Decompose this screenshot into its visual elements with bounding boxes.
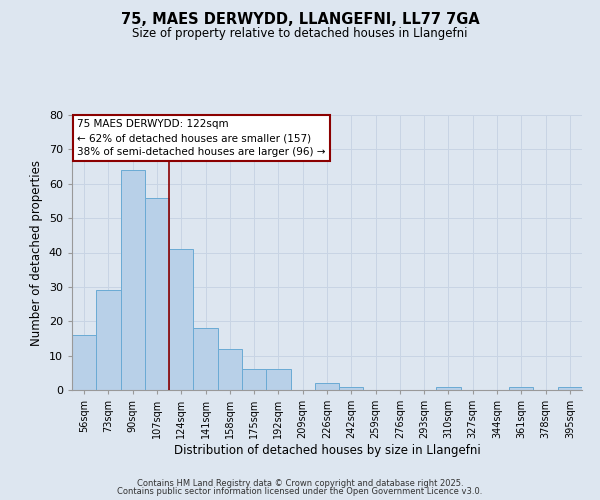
Text: Contains public sector information licensed under the Open Government Licence v3: Contains public sector information licen… bbox=[118, 487, 482, 496]
Text: 75 MAES DERWYDD: 122sqm
← 62% of detached houses are smaller (157)
38% of semi-d: 75 MAES DERWYDD: 122sqm ← 62% of detache… bbox=[77, 119, 326, 157]
Bar bbox=[193, 328, 218, 390]
Bar bbox=[509, 386, 533, 390]
Text: 75, MAES DERWYDD, LLANGEFNI, LL77 7GA: 75, MAES DERWYDD, LLANGEFNI, LL77 7GA bbox=[121, 12, 479, 28]
Bar bbox=[558, 386, 582, 390]
Bar bbox=[218, 349, 242, 390]
Bar bbox=[169, 249, 193, 390]
X-axis label: Distribution of detached houses by size in Llangefni: Distribution of detached houses by size … bbox=[173, 444, 481, 457]
Bar bbox=[121, 170, 145, 390]
Bar bbox=[145, 198, 169, 390]
Bar bbox=[266, 370, 290, 390]
Bar bbox=[242, 370, 266, 390]
Bar bbox=[72, 335, 96, 390]
Bar bbox=[339, 386, 364, 390]
Bar bbox=[96, 290, 121, 390]
Bar bbox=[315, 383, 339, 390]
Bar bbox=[436, 386, 461, 390]
Y-axis label: Number of detached properties: Number of detached properties bbox=[30, 160, 43, 346]
Text: Contains HM Land Registry data © Crown copyright and database right 2025.: Contains HM Land Registry data © Crown c… bbox=[137, 478, 463, 488]
Text: Size of property relative to detached houses in Llangefni: Size of property relative to detached ho… bbox=[132, 28, 468, 40]
